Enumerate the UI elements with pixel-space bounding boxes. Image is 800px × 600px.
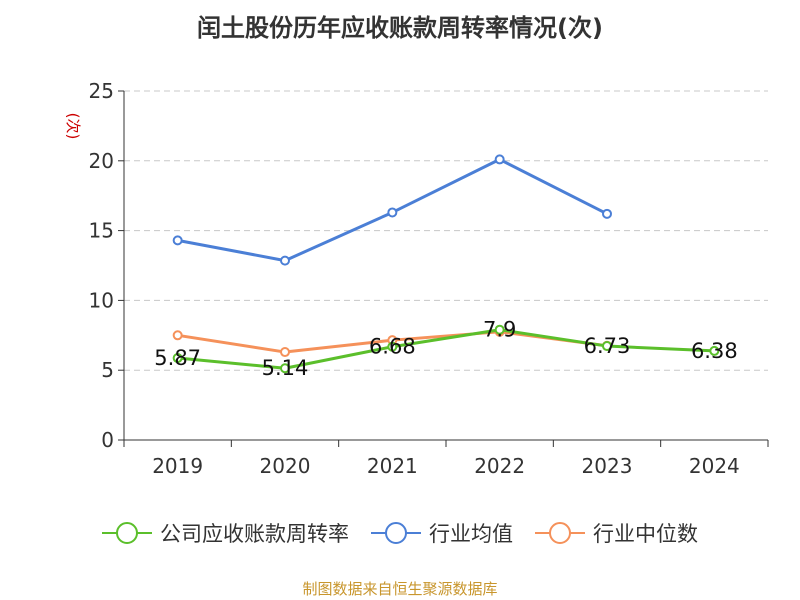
x-tick-label: 2020 bbox=[260, 454, 311, 478]
data-point-2 bbox=[172, 330, 183, 341]
legend-label-industry-median: 行业中位数 bbox=[593, 522, 698, 546]
data-point-0 bbox=[172, 353, 183, 364]
legend-swatch-industry-median bbox=[535, 521, 585, 545]
series-line-0 bbox=[177, 328, 715, 370]
x-tick-label: 2024 bbox=[689, 454, 740, 478]
data-point-0 bbox=[709, 345, 720, 356]
data-point-2 bbox=[280, 347, 290, 358]
data-point-1 bbox=[494, 154, 505, 165]
y-tick-label: 20 bbox=[89, 149, 114, 173]
data-point-0 bbox=[494, 324, 505, 335]
data-label: 7.9 bbox=[483, 318, 516, 342]
legend-swatch-industry-mean bbox=[371, 521, 421, 545]
x-tick-label: 2019 bbox=[152, 454, 203, 478]
data-point-1 bbox=[387, 207, 398, 218]
data-label: 6.73 bbox=[584, 334, 631, 358]
data-label: 6.38 bbox=[691, 339, 738, 363]
data-point-1 bbox=[172, 235, 183, 246]
legend-swatch-company bbox=[102, 521, 152, 545]
data-point-0 bbox=[602, 341, 612, 352]
data-point-1 bbox=[602, 208, 612, 219]
y-tick-label: 10 bbox=[89, 288, 114, 312]
x-tick-label: 2022 bbox=[474, 454, 525, 478]
legend-item-industry-median[interactable]: 行业中位数 bbox=[535, 518, 698, 548]
legend-label-company: 公司应收账款周转率 bbox=[160, 522, 349, 546]
x-tick-label: 2023 bbox=[582, 454, 633, 478]
y-tick-label: 15 bbox=[89, 219, 114, 243]
data-point-0 bbox=[387, 341, 398, 352]
data-label: 5.87 bbox=[154, 346, 201, 370]
y-axis-label: (次) bbox=[64, 113, 82, 140]
legend-item-company[interactable]: 公司应收账款周转率 bbox=[102, 518, 349, 548]
chart-legend: 公司应收账款周转率 行业均值 行业中位数 bbox=[0, 518, 800, 548]
data-point-0 bbox=[280, 363, 290, 374]
chart-title: 闰土股份历年应收账款周转率情况(次) bbox=[197, 14, 603, 42]
y-tick-label: 0 bbox=[101, 428, 114, 452]
data-point-1 bbox=[280, 255, 290, 266]
source-note: 制图数据来自恒生聚源数据库 bbox=[302, 580, 498, 598]
legend-label-industry-mean: 行业均值 bbox=[429, 522, 513, 546]
y-tick-label: 25 bbox=[89, 79, 114, 103]
legend-item-industry-mean[interactable]: 行业均值 bbox=[371, 518, 513, 548]
data-label: 5.14 bbox=[262, 356, 309, 380]
x-tick-label: 2021 bbox=[367, 454, 418, 478]
data-label: 6.68 bbox=[369, 335, 416, 359]
y-tick-label: 5 bbox=[101, 358, 114, 382]
